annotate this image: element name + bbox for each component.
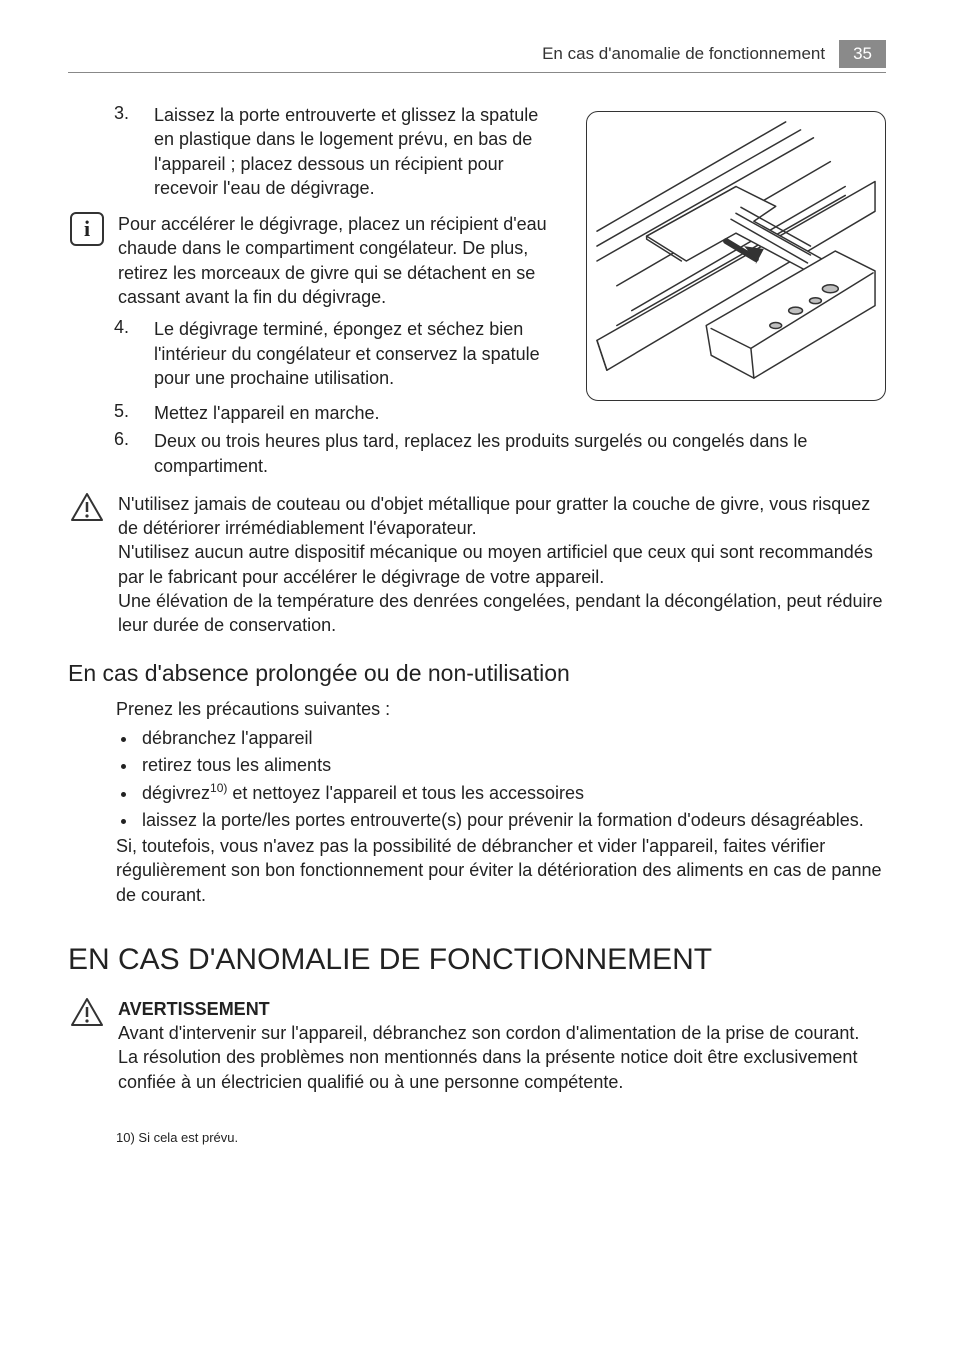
page-number: 35 [839,40,886,68]
warning-p1: N'utilisez jamais de couteau ou d'objet … [118,492,886,541]
step-text: Deux ou trois heures plus tard, replacez… [154,429,886,478]
warning-text: AVERTISSEMENT Avant d'intervenir sur l'a… [118,997,886,1094]
heading-anomalie: EN CAS D'ANOMALIE DE FONCTIONNEMENT [68,943,886,977]
bullet3-rest: et nettoyez l'appareil et tous les acces… [227,783,584,803]
step-3: 3. Laissez la porte entrouverte et gliss… [114,103,562,200]
warning-block-1: N'utilisez jamais de couteau ou d'objet … [116,492,886,638]
warn-label: AVERTISSEMENT [118,997,886,1021]
info-icon: i [70,212,104,246]
running-title: En cas d'anomalie de fonctionnement [542,44,825,64]
absence-intro: Prenez les précautions suivantes : [116,697,886,721]
info-text: Pour accélérer le dégivrage, placez un r… [118,212,562,309]
step-text: Le dégivrage terminé, épongez et séchez … [154,317,562,390]
warning-text: N'utilisez jamais de couteau ou d'objet … [118,492,886,638]
warning-p2: N'utilisez aucun autre dispositif mécani… [118,540,886,589]
anomalie-p1: Avant d'intervenir sur l'appareil, débra… [118,1021,886,1045]
bullet-item: retirez tous les aliments [138,752,886,779]
heading-absence: En cas d'absence prolongée ou de non-uti… [68,660,886,687]
anomalie-p2: La résolution des problèmes non mentionn… [118,1045,886,1094]
bullet-item: débranchez l'appareil [138,725,886,752]
step-text: Mettez l'appareil en marche. [154,401,380,425]
bullet3-word: dégivrez [142,783,210,803]
step-6: 6. Deux ou trois heures plus tard, repla… [114,429,886,478]
page-header: En cas d'anomalie de fonctionnement 35 [68,40,886,73]
warning-icon [70,997,104,1027]
bullet-item: laissez la porte/les portes entrouverte(… [138,807,886,834]
warning-block-2: AVERTISSEMENT Avant d'intervenir sur l'a… [116,997,886,1094]
step-number: 6. [114,429,154,478]
step-number: 4. [114,317,154,390]
footnote: 10) Si cela est prévu. [116,1130,886,1145]
footnote-ref: 10) [210,781,227,795]
step-5: 5. Mettez l'appareil en marche. [114,401,886,425]
warning-p3: Une élévation de la température des denr… [118,589,886,638]
defrost-illustration [586,111,886,401]
info-tip: i Pour accélérer le dégivrage, placez un… [116,212,562,309]
bullet-item: dégivrez10) et nettoyez l'appareil et to… [138,779,886,807]
absence-bullets: débranchez l'appareil retirez tous les a… [138,725,886,834]
step-4: 4. Le dégivrage terminé, épongez et séch… [114,317,562,390]
warning-icon [70,492,104,522]
step-number: 5. [114,401,154,425]
step-text: Laissez la porte entrouverte et glissez … [154,103,562,200]
step-number: 3. [114,103,154,200]
absence-closing: Si, toutefois, vous n'avez pas la possib… [116,834,886,907]
